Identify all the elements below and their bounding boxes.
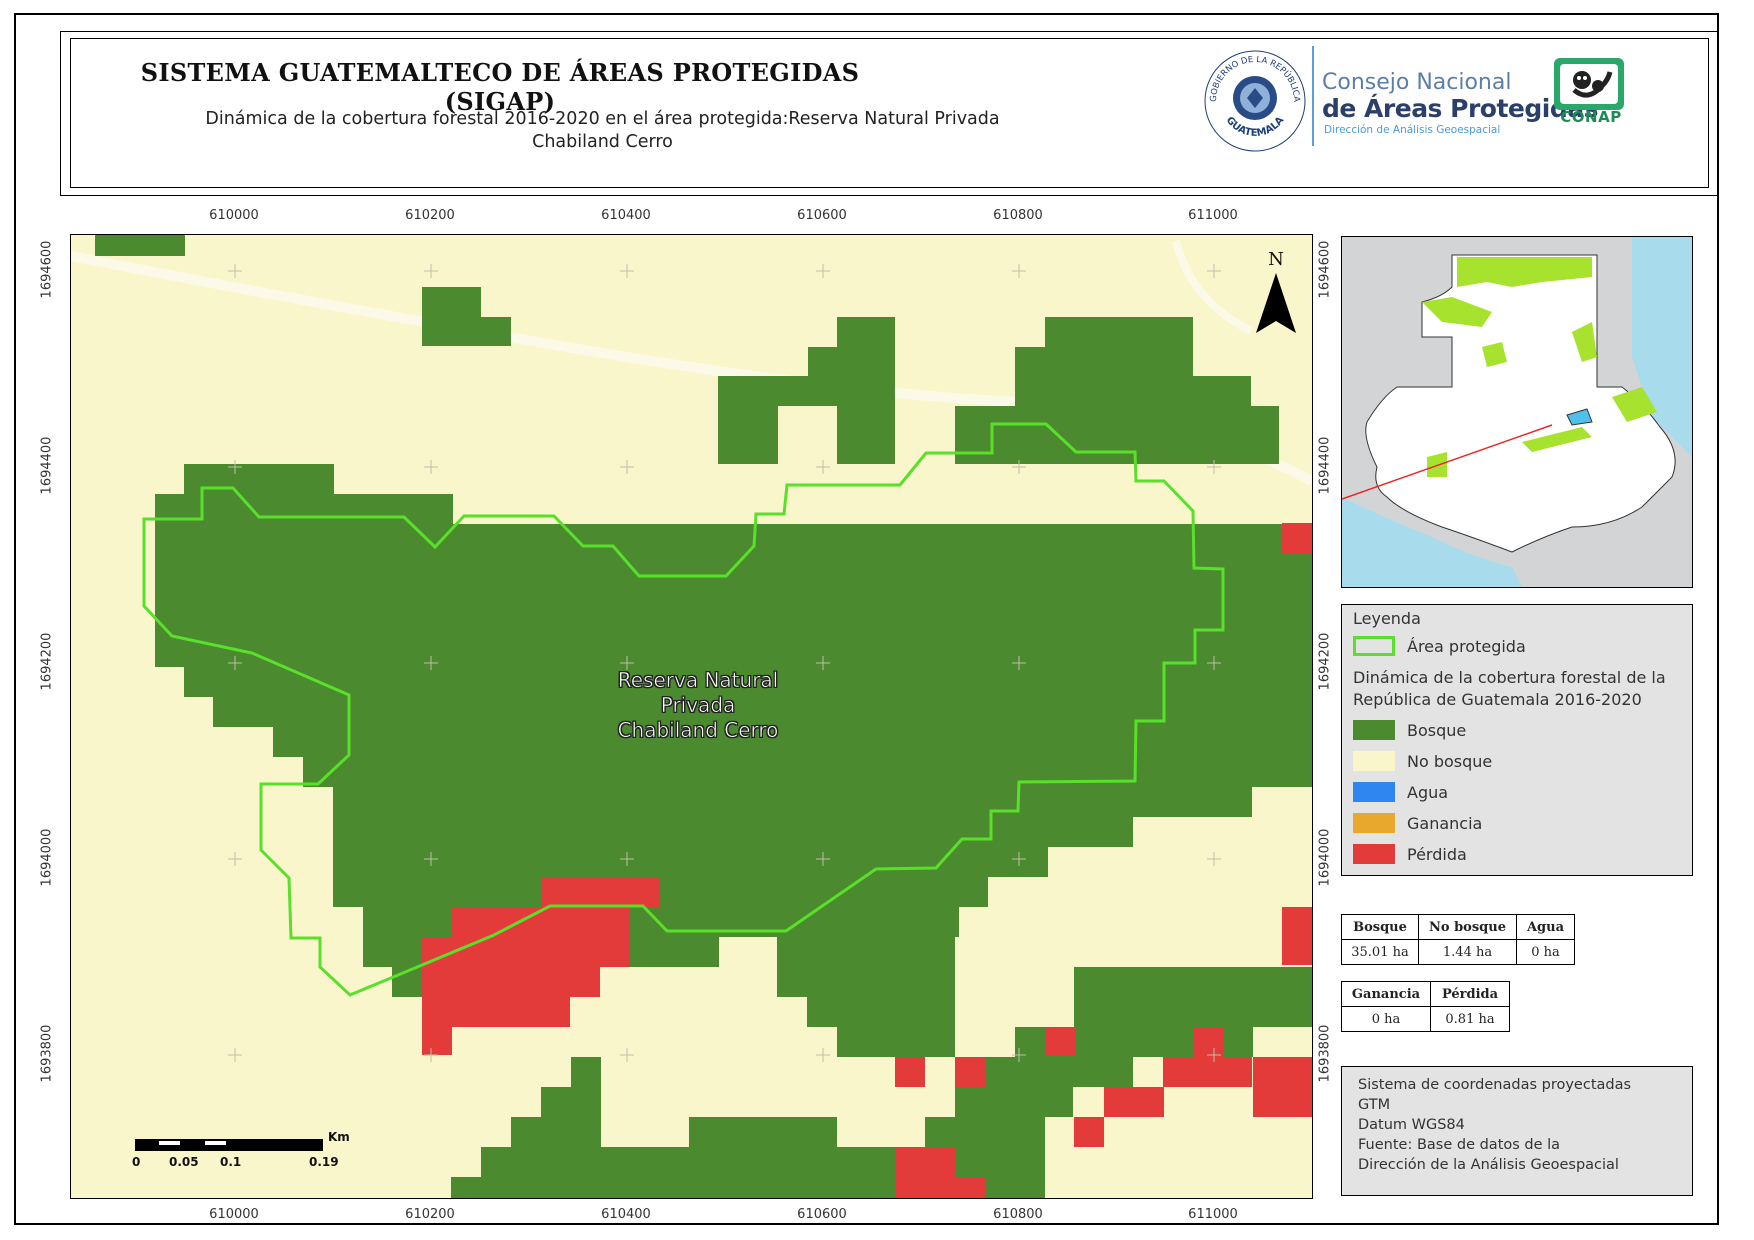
stats-table-cover: Bosque No bosque Agua 35.01 ha 1.44 ha 0… bbox=[1341, 914, 1575, 965]
y-tick-right: 1694400 bbox=[1317, 436, 1333, 495]
x-tick-top: 611000 bbox=[1188, 208, 1238, 223]
protected-area-boundary bbox=[142, 422, 1225, 997]
scale-label: 0.05 bbox=[169, 1155, 199, 1169]
info-line: Sistema de coordenadas proyectadas bbox=[1358, 1077, 1632, 1093]
legend-dynamics-title: Dinámica de la cobertura forestal de la … bbox=[1353, 668, 1666, 709]
table-header: Pérdida bbox=[1430, 981, 1510, 1007]
org-name-line-2: de Áreas Protegidas bbox=[1322, 94, 1599, 123]
table-header: No bosque bbox=[1418, 914, 1517, 940]
table-header: Bosque bbox=[1341, 914, 1419, 940]
info-line: Datum WGS84 bbox=[1358, 1117, 1465, 1133]
scale-label: 0.1 bbox=[220, 1155, 242, 1169]
reserve-name-label: Reserva Natural Privada Chabiland Cerro bbox=[617, 668, 779, 743]
legend-item-ganancia: Ganancia bbox=[1353, 812, 1482, 834]
y-tick-left: 1693800 bbox=[39, 1024, 55, 1083]
guatemala-seal-logo: GOBIERNO DE LA REPÚBLICA GUATEMALA bbox=[1204, 50, 1306, 152]
perdida-areas bbox=[422, 523, 1312, 1198]
y-tick-right: 1694000 bbox=[1317, 828, 1333, 887]
org-name-line-1: Consejo Nacional bbox=[1322, 70, 1512, 95]
table-cell: 35.01 ha bbox=[1341, 939, 1419, 965]
info-line: Fuente: Base de datos de la bbox=[1358, 1137, 1561, 1153]
ganancia-swatch bbox=[1353, 813, 1395, 833]
y-tick-left: 1694600 bbox=[39, 240, 55, 299]
subtitle-line-2: Chabiland Cerro bbox=[532, 132, 673, 152]
x-tick-top: 610600 bbox=[797, 208, 847, 223]
table-cell: 0 ha bbox=[1341, 1006, 1431, 1032]
info-line: Dirección de la Análisis Geoespacial bbox=[1358, 1157, 1619, 1173]
legend-panel: Leyenda Área protegida Dinámica de la co… bbox=[1341, 604, 1693, 876]
conap-logo bbox=[1554, 58, 1624, 110]
y-tick-right: 1694600 bbox=[1317, 240, 1333, 299]
subtitle-line-1: Dinámica de la cobertura forestal 2016-2… bbox=[205, 109, 1000, 129]
x-tick-bottom: 610200 bbox=[405, 1207, 455, 1222]
table-cell: 1.44 ha bbox=[1418, 939, 1517, 965]
x-tick-top: 610000 bbox=[209, 208, 259, 223]
header-frame bbox=[60, 31, 1719, 196]
north-arrow-icon: N bbox=[1256, 249, 1296, 333]
x-tick-bottom: 610600 bbox=[797, 1207, 847, 1222]
page-border bbox=[14, 13, 1719, 1225]
scale-unit: Km bbox=[328, 1130, 350, 1144]
perdida-swatch bbox=[1353, 844, 1395, 864]
scale-bar bbox=[135, 1139, 323, 1151]
scale-label: 0 bbox=[132, 1155, 141, 1169]
table-header: Agua bbox=[1516, 914, 1575, 940]
x-tick-bottom: 610400 bbox=[601, 1207, 651, 1222]
svg-text:N: N bbox=[1268, 249, 1284, 270]
graticule-crosses bbox=[228, 264, 1221, 1062]
info-line: GTM bbox=[1358, 1097, 1391, 1113]
scale-label: 0.19 bbox=[309, 1155, 339, 1169]
page-title: SISTEMA GUATEMALTECO DE ÁREAS PROTEGIDAS… bbox=[140, 58, 860, 116]
area-swatch bbox=[1353, 636, 1395, 656]
legend-item-area: Área protegida bbox=[1353, 635, 1526, 657]
x-tick-bottom: 611000 bbox=[1188, 1207, 1238, 1222]
header-panel bbox=[70, 38, 1709, 188]
land-cover-raster bbox=[71, 235, 1312, 1198]
y-tick-right: 1693800 bbox=[1317, 1024, 1333, 1083]
x-tick-bottom: 610000 bbox=[209, 1207, 259, 1222]
conap-logo-text: CONAP bbox=[1560, 108, 1622, 126]
y-tick-right: 1694200 bbox=[1317, 632, 1333, 691]
no-bosque-swatch bbox=[1353, 751, 1395, 771]
legend-item-no-bosque: No bosque bbox=[1353, 750, 1492, 772]
location-inset-map[interactable] bbox=[1341, 236, 1693, 588]
table-cell: 0 ha bbox=[1516, 939, 1575, 965]
bosque-swatch bbox=[1353, 720, 1395, 740]
source-info-panel: Sistema de coordenadas proyectadas GTM D… bbox=[1341, 1066, 1693, 1196]
stats-table-change: Ganancia Pérdida 0 ha 0.81 ha bbox=[1341, 981, 1510, 1032]
header-divider bbox=[1312, 46, 1314, 146]
legend-title: Leyenda bbox=[1353, 609, 1421, 628]
legend-item-perdida: Pérdida bbox=[1353, 843, 1467, 865]
legend-item-agua: Agua bbox=[1353, 781, 1448, 803]
table-header: Ganancia bbox=[1341, 981, 1431, 1007]
agua-swatch bbox=[1353, 782, 1395, 802]
y-tick-left: 1694000 bbox=[39, 828, 55, 887]
x-tick-top: 610400 bbox=[601, 208, 651, 223]
x-tick-top: 610800 bbox=[993, 208, 1043, 223]
x-tick-top: 610200 bbox=[405, 208, 455, 223]
main-map[interactable] bbox=[70, 234, 1313, 1199]
y-tick-left: 1694400 bbox=[39, 436, 55, 495]
x-tick-bottom: 610800 bbox=[993, 1207, 1043, 1222]
org-department: Dirección de Análisis Geoespacial bbox=[1324, 124, 1501, 136]
y-tick-left: 1694200 bbox=[39, 632, 55, 691]
table-cell: 0.81 ha bbox=[1430, 1006, 1510, 1032]
legend-item-bosque: Bosque bbox=[1353, 719, 1466, 741]
page-subtitle: Dinámica de la cobertura forestal 2016-2… bbox=[200, 108, 1005, 154]
